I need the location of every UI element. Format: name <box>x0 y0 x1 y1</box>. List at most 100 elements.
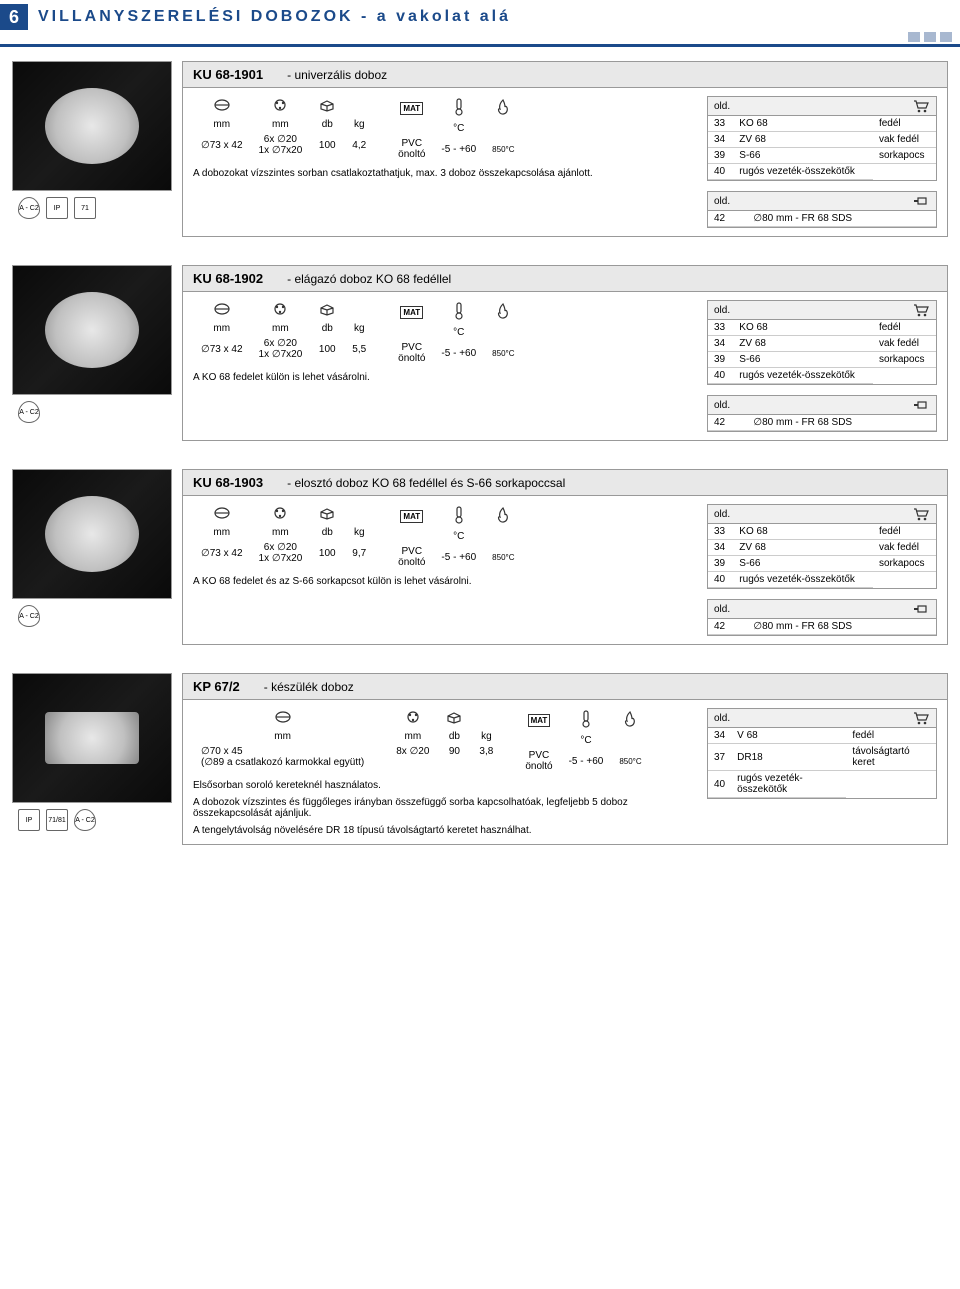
reference-table: old. 42∅80 mm - FR 68 SDS <box>707 599 937 636</box>
product-title-bar: KP 67/2 - készülék doboz <box>183 674 947 700</box>
reference-table: old. 42∅80 mm - FR 68 SDS <box>707 191 937 228</box>
spec-cell: ∅73 x 42 <box>193 132 251 158</box>
ref-label: old. <box>714 196 730 207</box>
ref-row: 34V 68fedél <box>708 728 936 744</box>
ref-row: 37DR18távolságtartó keret <box>708 744 936 771</box>
spec-header: db <box>310 321 344 336</box>
product-title-bar: KU 68-1902 - elágazó doboz KO 68 fedélle… <box>183 266 947 292</box>
ref-label: old. <box>714 713 730 724</box>
ref-row: 40rugós vezeték-összekötők <box>708 368 936 384</box>
product-name: - univerzális doboz <box>287 68 387 82</box>
product-note: A dobozokat vízszintes sorban csatlakozt… <box>193 168 687 179</box>
ref-label: old. <box>714 305 730 316</box>
temp-cell: -5 - +60 <box>433 544 484 570</box>
reference-table: old. 33KO 68fedél34ZV 68vak fedél39S-66s… <box>707 96 937 181</box>
product-note: A KO 68 fedelet és az S-66 sorkapcsot kü… <box>193 576 687 587</box>
spec-table: mmmmdbkg ∅73 x 426x ∅20 1x ∅7x201009,7 <box>193 504 374 566</box>
fire-cell: 850°C <box>611 748 649 774</box>
reference-table: old. 33KO 68fedél34ZV 68vak fedél39S-66s… <box>707 504 937 589</box>
ref-header-icon <box>912 711 930 725</box>
temp-cell: -5 - +60 <box>433 340 484 366</box>
badge: A - C2 <box>18 401 40 423</box>
spec-cell: 90 <box>437 744 471 759</box>
spec-header: mm <box>193 321 251 336</box>
badge: A - C2 <box>74 809 96 831</box>
product-image <box>12 469 172 599</box>
page-title: VILLANYSZERELÉSI DOBOZOK - a vakolat alá <box>38 8 511 26</box>
page-number: 6 <box>0 4 28 30</box>
temp-unit: °C <box>433 121 484 136</box>
product-code: KU 68-1902 <box>193 271 263 286</box>
ref-row: 39S-66sorkapocs <box>708 352 936 368</box>
reference-table: old. 33KO 68fedél34ZV 68vak fedél39S-66s… <box>707 300 937 385</box>
badge: A - C2 <box>18 605 40 627</box>
spec-cell: ∅70 x 45 (∅89 a csatlakozó karmokkal egy… <box>193 744 372 770</box>
header-decor <box>0 32 960 44</box>
spec-header: mm <box>388 729 437 744</box>
material-cell: PVC önoltó <box>517 748 560 774</box>
spec-cell: 100 <box>310 132 344 158</box>
temp-unit: °C <box>433 529 484 544</box>
spec-cell: 6x ∅20 1x ∅7x20 <box>251 336 311 362</box>
spec-header: kg <box>344 321 374 336</box>
product-note: A dobozok vízszintes és függőleges irány… <box>193 797 687 819</box>
spec-header: mm <box>251 525 311 540</box>
spec-table-b: mmdbkg 8x ∅20903,8 <box>388 708 501 759</box>
material-cell: PVC önoltó <box>390 544 433 570</box>
product-name: - elosztó doboz KO 68 fedéllel és S-66 s… <box>287 476 565 490</box>
product-image <box>12 265 172 395</box>
spec-cell: 6x ∅20 1x ∅7x20 <box>251 132 311 158</box>
ref-label: old. <box>714 509 730 520</box>
product-image <box>12 61 172 191</box>
ref-header-icon <box>912 303 930 317</box>
ref-header-icon <box>912 602 930 616</box>
spec-header: mm <box>193 729 372 744</box>
ref-row: 34ZV 68vak fedél <box>708 132 936 148</box>
ref-header-icon <box>912 398 930 412</box>
ref-row: 33KO 68fedél <box>708 116 936 132</box>
ref-row: 39S-66sorkapocs <box>708 148 936 164</box>
product-note: Elsősorban soroló kereteknél használatos… <box>193 780 687 791</box>
spec-cell: 9,7 <box>344 540 374 566</box>
spec-header: mm <box>193 117 251 132</box>
spec-cell: 6x ∅20 1x ∅7x20 <box>251 540 311 566</box>
material-table: MAT °C PVC önoltó -5 - +60 850°C <box>390 504 522 570</box>
ref-row: 33KO 68fedél <box>708 524 936 540</box>
ref-row: 40rugós vezeték-összekötők <box>708 572 936 588</box>
product-code: KU 68-1901 <box>193 67 263 82</box>
spec-header: mm <box>193 525 251 540</box>
temp-unit: °C <box>561 733 612 748</box>
spec-cell: 100 <box>310 540 344 566</box>
badge-row: A - C2 <box>12 599 172 627</box>
reference-table: old. 42∅80 mm - FR 68 SDS <box>707 395 937 432</box>
material-table: MAT °C PVC önoltó -5 - +60 850°C <box>517 708 649 774</box>
ref-row: 42∅80 mm - FR 68 SDS <box>708 415 936 431</box>
product-content: KU 68-1901 - univerzális doboz mmmmdbkg … <box>182 61 948 237</box>
material-cell: PVC önoltó <box>390 136 433 162</box>
spec-header: kg <box>344 117 374 132</box>
product-code: KP 67/2 <box>193 679 240 694</box>
spec-header: mm <box>251 321 311 336</box>
temp-unit: °C <box>433 325 484 340</box>
product-title-bar: KU 68-1903 - elosztó doboz KO 68 fedélle… <box>183 470 947 496</box>
ref-header-icon <box>912 507 930 521</box>
spec-header: kg <box>344 525 374 540</box>
badge: IP <box>18 809 40 831</box>
fire-cell: 850°C <box>484 136 522 162</box>
product-row: A - C2 KU 68-1902 - elágazó doboz KO 68 … <box>0 251 960 455</box>
product-row: A - C2 KU 68-1903 - elosztó doboz KO 68 … <box>0 455 960 659</box>
product-title-bar: KU 68-1901 - univerzális doboz <box>183 62 947 88</box>
product-content: KU 68-1902 - elágazó doboz KO 68 fedélle… <box>182 265 948 441</box>
badge: IP <box>46 197 68 219</box>
spec-cell: 3,8 <box>471 744 501 759</box>
badge-row: A - C2 <box>12 395 172 423</box>
badge: 71 <box>74 197 96 219</box>
ref-row: 34ZV 68vak fedél <box>708 336 936 352</box>
spec-header: db <box>310 525 344 540</box>
product-name: - készülék doboz <box>264 680 354 694</box>
product-code: KU 68-1903 <box>193 475 263 490</box>
ref-row: 34ZV 68vak fedél <box>708 540 936 556</box>
spec-header: db <box>310 117 344 132</box>
product-row: A - C2IP71 KU 68-1901 - univerzális dobo… <box>0 47 960 251</box>
material-cell: PVC önoltó <box>390 340 433 366</box>
